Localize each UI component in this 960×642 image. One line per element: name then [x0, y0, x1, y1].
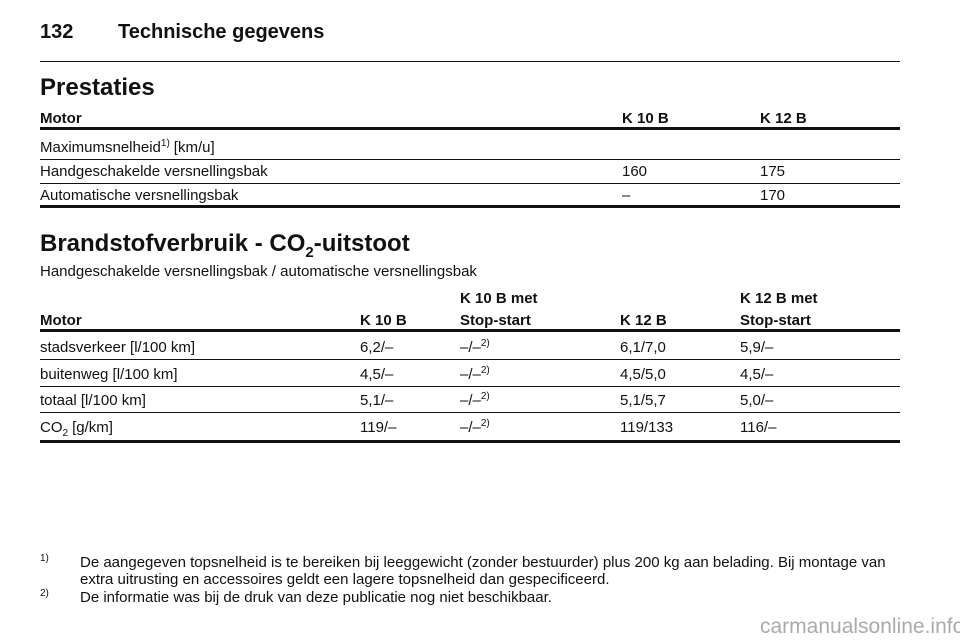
cell: 5,0/–	[740, 392, 774, 409]
cell: –/–2)	[460, 391, 490, 409]
footnote-ref: 2)	[480, 417, 490, 429]
footnote-marker: 2)	[40, 588, 49, 599]
footnote-text: De informatie was bij de druk van deze p…	[80, 589, 552, 606]
cell-unit: [g/km]	[72, 418, 113, 436]
cell: 119/133	[620, 418, 674, 436]
cell: 6,1/7,0	[620, 339, 666, 356]
column-header: K 12 B met	[740, 290, 818, 307]
cell: –/–2)	[460, 364, 490, 383]
cell-text: –/–	[460, 392, 481, 409]
row-label: totaal [l/100 km]	[40, 392, 146, 409]
page-title: Technische gegevens	[118, 21, 325, 43]
cell: –	[622, 187, 631, 204]
header-rule	[40, 61, 900, 62]
cell: 5,9/–	[740, 339, 774, 356]
table-rule	[40, 359, 900, 360]
cell: 119/–	[360, 418, 397, 436]
footnote-ref: 2)	[480, 391, 490, 402]
page-number: 132	[40, 21, 74, 43]
footnote-ref: 2)	[480, 338, 490, 349]
cell-text: CO	[40, 418, 63, 436]
column-header: Stop-start	[460, 312, 531, 329]
column-header: K 12 B	[620, 312, 667, 329]
footnote-ref: 2)	[480, 364, 490, 376]
row-label: buitenweg [l/100 km]	[40, 365, 178, 383]
cell: 170	[760, 187, 786, 204]
cell: –/–2)	[460, 338, 490, 356]
title-end: -uitstoot	[313, 230, 410, 257]
column-header: K 10 B	[360, 312, 407, 329]
cell: 175	[760, 163, 786, 180]
column-header: K 10 B	[622, 110, 669, 127]
footnote-text: De aangegeven topsnelheid is te bereiken…	[80, 554, 886, 588]
table-rule	[40, 159, 900, 160]
section-subtitle: Handgeschakelde versnellingsbak / automa…	[40, 263, 477, 280]
row-label: stadsverkeer [l/100 km]	[40, 339, 196, 356]
cell-unit: [km/u]	[173, 139, 215, 156]
column-header: K 10 B met	[460, 290, 538, 307]
table-rule	[40, 412, 900, 413]
cell: 6,2/–	[360, 339, 394, 356]
cell-sub: 2	[62, 427, 69, 439]
table-rule	[40, 127, 900, 130]
row-label: Handgeschakelde versnellingsbak	[40, 163, 268, 180]
table-rule	[40, 205, 900, 208]
cell: 4,5/–	[360, 365, 394, 383]
cell-text: –/–	[460, 339, 481, 356]
cell-text: Maximumsnelheid	[40, 139, 161, 156]
cell: –/–2)	[460, 417, 490, 436]
row-label: Automatische versnellingsbak	[40, 187, 239, 204]
title-text: Brandstofverbruik - CO	[40, 230, 306, 257]
title-sub: 2	[305, 243, 314, 261]
column-header: Motor	[40, 110, 82, 127]
cell: 5,1/–	[360, 392, 394, 409]
cell-text: –/–	[460, 365, 481, 383]
cell: 4,5/5,0	[620, 365, 666, 383]
footnote-ref: 1)	[160, 138, 170, 149]
table-rule	[40, 385, 900, 387]
cell: 116/–	[740, 418, 777, 436]
row-label: Maximumsnelheid1) [km/u]	[40, 138, 215, 156]
watermark: carmanualsonline.info	[760, 615, 960, 638]
row-label: CO2 [g/km]	[40, 418, 113, 439]
table-rule	[40, 329, 900, 332]
column-header: Stop-start	[740, 312, 811, 329]
cell: 5,1/5,7	[620, 392, 666, 409]
section-title: Prestaties	[40, 74, 155, 101]
column-header: K 12 B	[760, 110, 807, 127]
cell: 4,5/–	[740, 365, 774, 383]
column-header: Motor	[40, 312, 82, 329]
footnote-marker: 1)	[40, 553, 49, 564]
cell-text: –/–	[460, 418, 481, 436]
cell: 160	[622, 163, 648, 180]
table-rule	[40, 183, 900, 184]
table-rule	[40, 440, 900, 443]
section-title: Brandstofverbruik - CO2-uitstoot	[40, 230, 410, 260]
